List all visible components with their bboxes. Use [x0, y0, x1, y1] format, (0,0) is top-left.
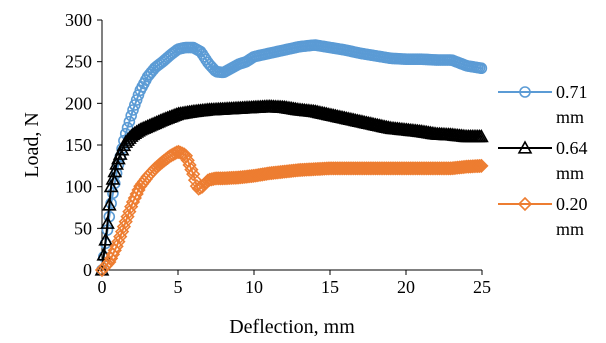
x-axis-title: Deflection, mm: [229, 316, 355, 338]
x-tick-label: 20: [397, 277, 415, 297]
legend-item: 0.20 mm: [498, 194, 588, 239]
y-axis-title: Load, N: [21, 112, 43, 178]
legend-label-unit: mm: [556, 163, 584, 183]
series-2: [96, 146, 487, 276]
x-tick-label: 15: [321, 277, 339, 297]
y-tick-label: 250: [65, 52, 92, 72]
series-layer: [96, 40, 487, 276]
legend-label: 0.64: [556, 138, 588, 158]
legend: 0.71 mm 0.64 mm 0.20 mm: [498, 82, 588, 239]
y-tick-label: 200: [65, 93, 92, 113]
series-0: [97, 40, 486, 275]
y-tick-label: 300: [65, 10, 92, 30]
series-line: [102, 45, 482, 270]
x-tick-label: 10: [245, 277, 263, 297]
legend-item: 0.64 mm: [498, 138, 588, 183]
x-tick-group: 0 5 10 15 20 25: [98, 270, 492, 297]
y-tick-label: 50: [74, 218, 92, 238]
y-tick-label: 150: [65, 135, 92, 155]
legend-label: 0.71: [556, 82, 588, 102]
series-1: [96, 101, 487, 275]
x-tick-label: 5: [174, 277, 183, 297]
x-tick-label: 25: [473, 277, 491, 297]
legend-label: 0.20: [556, 194, 588, 214]
y-tick-group: 0 50 100 150 200 250 300: [65, 10, 102, 280]
y-tick-label: 100: [65, 177, 92, 197]
y-tick-label: 0: [83, 260, 92, 280]
legend-label-unit: mm: [556, 219, 584, 239]
legend-label-unit: mm: [556, 107, 584, 127]
x-tick-label: 0: [98, 277, 107, 297]
legend-item: 0.71 mm: [498, 82, 588, 127]
